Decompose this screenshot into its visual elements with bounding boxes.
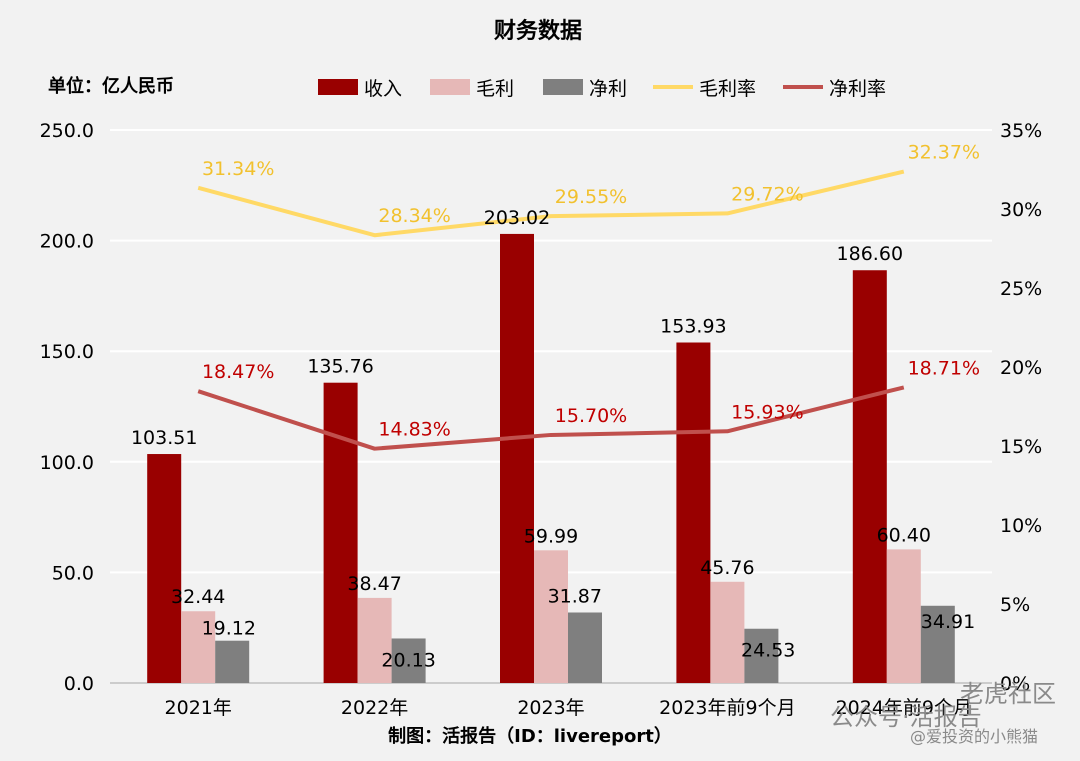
bar-毛利: [534, 550, 568, 683]
bar-净利: [391, 638, 426, 683]
y-right-tick-label: 20%: [1000, 357, 1042, 379]
y-left-tick-label: 50.0: [52, 562, 94, 584]
data-label-净利率: 18.47%: [202, 361, 274, 383]
y-axis-left: 0.0 50.0 100.0 150.0 200.0 250.0: [40, 120, 94, 695]
y-left-tick-label: 0.0: [64, 673, 94, 695]
data-label-净利: 24.53: [741, 640, 795, 662]
unit-label: 单位：亿人民币: [48, 75, 174, 97]
data-label-毛利率: 29.55%: [555, 186, 627, 208]
bar-收入: [323, 382, 358, 683]
gridlines: [110, 129, 992, 684]
watermark-wechat: 公众号·活报告: [830, 703, 982, 731]
data-label-毛利率: 28.34%: [378, 205, 450, 227]
data-label-毛利: 60.40: [877, 524, 931, 546]
bar-毛利: [357, 597, 392, 683]
bar-毛利: [710, 581, 745, 683]
legend-label-毛利: 毛利: [476, 78, 514, 100]
data-label-净利率: 18.71%: [908, 357, 980, 379]
bar-毛利: [181, 611, 216, 683]
legend-swatch-收入: [318, 79, 358, 95]
bar-净利: [920, 605, 955, 683]
bar-净利: [744, 628, 779, 683]
data-label-毛利: 32.44: [171, 586, 225, 608]
bar-毛利: [886, 549, 921, 683]
y-right-tick-label: 0%: [1000, 673, 1030, 695]
y-left-tick-label: 150.0: [40, 341, 94, 363]
bar-收入: [676, 342, 711, 683]
y-right-tick-label: 10%: [1000, 515, 1042, 537]
bar-series: [147, 233, 955, 684]
data-label-净利: 31.87: [548, 586, 602, 608]
data-label-净利: 20.13: [381, 649, 435, 671]
data-label-收入: 203.02: [484, 207, 550, 229]
data-label-净利率: 15.93%: [731, 401, 803, 423]
data-label-毛利: 38.47: [347, 573, 401, 595]
y-right-tick-label: 15%: [1000, 436, 1042, 458]
y-right-tick-label: 35%: [1000, 120, 1042, 142]
watermark-community: 老虎社区: [960, 680, 1056, 708]
data-label-净利率: 14.83%: [378, 419, 450, 441]
bar-收入: [852, 270, 887, 683]
y-left-tick-label: 100.0: [40, 452, 94, 474]
legend-label-净利: 净利: [589, 78, 627, 100]
data-label-净利率: 15.70%: [555, 405, 627, 427]
data-label-收入: 153.93: [660, 316, 726, 338]
y-left-tick-label: 200.0: [40, 231, 94, 253]
y-right-tick-label: 5%: [1000, 594, 1030, 616]
bar-净利: [568, 612, 602, 683]
x-category-label: 2023年前9个月: [659, 697, 795, 719]
legend: 收入 毛利 净利 毛利率 净利率: [318, 78, 886, 100]
y-axis-right: 0% 5% 10% 15% 20% 25% 30% 35%: [1000, 120, 1042, 695]
x-category-label: 2023年: [517, 697, 584, 719]
y-left-tick-label: 250.0: [40, 120, 94, 142]
legend-swatch-净利: [543, 79, 583, 95]
line-毛利率: [197, 169, 905, 238]
y-right-tick-label: 25%: [1000, 278, 1042, 300]
data-label-收入: 135.76: [307, 356, 373, 378]
data-labels: 103.51 135.76 203.02 153.93 186.60 32.44 38.47…: [131, 142, 980, 672]
x-category-label: 2024年前9个月: [836, 697, 972, 719]
legend-label-收入: 收入: [364, 78, 402, 100]
data-label-毛利率: 32.37%: [908, 142, 980, 164]
data-label-毛利率: 31.34%: [202, 158, 274, 180]
legend-swatch-毛利: [430, 79, 470, 95]
data-label-收入: 186.60: [837, 243, 903, 265]
footer-credit: 制图：活报告（ID：livereport）: [388, 725, 672, 747]
data-label-毛利: 45.76: [700, 557, 754, 579]
data-label-毛利: 59.99: [524, 525, 578, 547]
chart-title: 财务数据: [494, 18, 582, 44]
line-series: [197, 169, 905, 451]
bar-净利: [215, 640, 250, 683]
data-label-净利: 34.91: [921, 611, 975, 633]
watermark-author: @爱投资的小熊猫: [910, 727, 1038, 746]
data-label-净利: 19.12: [202, 618, 256, 640]
x-axis: 2021年 2022年 2023年 2023年前9个月 2024年前9个月: [165, 697, 973, 719]
legend-label-毛利率: 毛利率: [699, 78, 756, 100]
bar-收入: [500, 233, 534, 684]
bar-收入: [147, 454, 182, 683]
data-label-毛利率: 29.72%: [731, 183, 803, 205]
legend-label-净利率: 净利率: [829, 78, 886, 100]
y-right-tick-label: 30%: [1000, 199, 1042, 221]
x-category-label: 2021年: [165, 697, 232, 719]
line-净利率: [197, 385, 905, 451]
x-category-label: 2022年: [341, 697, 408, 719]
data-label-收入: 103.51: [131, 427, 197, 449]
